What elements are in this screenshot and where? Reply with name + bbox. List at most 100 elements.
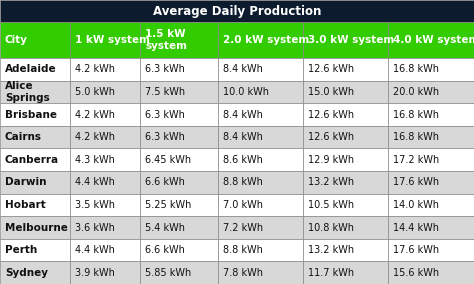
Text: 13.2 kWh: 13.2 kWh [308, 177, 354, 187]
Bar [140, 81, 218, 103]
Bar [218, 239, 303, 261]
Bar [303, 239, 388, 261]
Text: 3.0 kW system: 3.0 kW system [308, 35, 394, 45]
Bar [303, 149, 388, 171]
Bar [140, 216, 218, 239]
Text: 14.0 kWh: 14.0 kWh [393, 200, 439, 210]
Text: 16.8 kWh: 16.8 kWh [393, 64, 439, 74]
Text: 16.8 kWh: 16.8 kWh [393, 110, 439, 120]
Bar [388, 261, 474, 284]
Text: 5.85 kWh: 5.85 kWh [146, 268, 191, 278]
Bar [0, 103, 70, 126]
Text: 6.3 kWh: 6.3 kWh [146, 110, 185, 120]
Bar [218, 103, 303, 126]
Bar [0, 149, 70, 171]
Bar [303, 216, 388, 239]
Bar [388, 81, 474, 103]
Bar [218, 81, 303, 103]
Bar [70, 171, 140, 194]
Bar [303, 81, 388, 103]
Bar [0, 58, 70, 81]
Bar [140, 58, 218, 81]
Bar [70, 149, 140, 171]
Text: Canberra: Canberra [5, 155, 59, 165]
Text: 3.6 kWh: 3.6 kWh [75, 222, 115, 233]
Text: 10.5 kWh: 10.5 kWh [308, 200, 354, 210]
Text: 1 kW system: 1 kW system [75, 35, 150, 45]
Text: City: City [5, 35, 28, 45]
Text: Perth: Perth [5, 245, 37, 255]
Bar [303, 171, 388, 194]
Text: 17.6 kWh: 17.6 kWh [393, 177, 439, 187]
Text: 8.4 kWh: 8.4 kWh [223, 132, 263, 142]
Bar [70, 261, 140, 284]
Text: 6.45 kWh: 6.45 kWh [146, 155, 191, 165]
Text: 8.8 kWh: 8.8 kWh [223, 177, 263, 187]
Bar [303, 261, 388, 284]
Bar [0, 171, 70, 194]
Text: 6.6 kWh: 6.6 kWh [146, 245, 185, 255]
Text: 4.3 kWh: 4.3 kWh [75, 155, 115, 165]
Bar [218, 171, 303, 194]
Text: 5.0 kWh: 5.0 kWh [75, 87, 115, 97]
Bar [70, 239, 140, 261]
Bar [70, 194, 140, 216]
Bar [0, 194, 70, 216]
Bar [218, 216, 303, 239]
Bar [140, 239, 218, 261]
Bar [303, 126, 388, 149]
Text: 6.3 kWh: 6.3 kWh [146, 64, 185, 74]
Bar [0, 81, 70, 103]
Bar [0, 216, 70, 239]
Text: 3.9 kWh: 3.9 kWh [75, 268, 115, 278]
Bar [70, 81, 140, 103]
Bar [140, 194, 218, 216]
Text: 10.8 kWh: 10.8 kWh [308, 222, 354, 233]
Text: 5.25 kWh: 5.25 kWh [146, 200, 191, 210]
Bar [218, 261, 303, 284]
Bar [140, 126, 218, 149]
Bar [0, 239, 70, 261]
Bar [388, 149, 474, 171]
Bar [218, 22, 303, 58]
Text: Hobart: Hobart [5, 200, 46, 210]
Bar [70, 22, 140, 58]
Bar [218, 58, 303, 81]
Bar [388, 126, 474, 149]
Text: Cairns: Cairns [5, 132, 42, 142]
Bar [388, 103, 474, 126]
Text: 8.4 kWh: 8.4 kWh [223, 64, 263, 74]
Text: 4.0 kW system: 4.0 kW system [393, 35, 474, 45]
Text: 13.2 kWh: 13.2 kWh [308, 245, 354, 255]
Bar [388, 194, 474, 216]
Text: 4.2 kWh: 4.2 kWh [75, 64, 115, 74]
Text: 12.6 kWh: 12.6 kWh [308, 110, 354, 120]
Bar [303, 58, 388, 81]
Text: 4.2 kWh: 4.2 kWh [75, 110, 115, 120]
Text: 7.8 kWh: 7.8 kWh [223, 268, 263, 278]
Bar [388, 239, 474, 261]
Bar [140, 171, 218, 194]
Text: 7.5 kWh: 7.5 kWh [146, 87, 185, 97]
Text: 4.4 kWh: 4.4 kWh [75, 177, 115, 187]
Text: 1.5 kW
system: 1.5 kW system [146, 29, 187, 51]
Text: 6.6 kWh: 6.6 kWh [146, 177, 185, 187]
Bar [140, 22, 218, 58]
Text: Alice
Springs: Alice Springs [5, 81, 50, 103]
Text: 11.7 kWh: 11.7 kWh [308, 268, 354, 278]
Text: 17.6 kWh: 17.6 kWh [393, 245, 439, 255]
Text: 12.9 kWh: 12.9 kWh [308, 155, 354, 165]
Bar [218, 126, 303, 149]
Text: Sydney: Sydney [5, 268, 48, 278]
Bar [218, 149, 303, 171]
Text: Adelaide: Adelaide [5, 64, 56, 74]
Text: Brisbane: Brisbane [5, 110, 57, 120]
Text: 5.4 kWh: 5.4 kWh [146, 222, 185, 233]
Bar [303, 194, 388, 216]
Text: 8.6 kWh: 8.6 kWh [223, 155, 263, 165]
Bar [70, 126, 140, 149]
Text: 8.8 kWh: 8.8 kWh [223, 245, 263, 255]
Text: 6.3 kWh: 6.3 kWh [146, 132, 185, 142]
Text: 4.4 kWh: 4.4 kWh [75, 245, 115, 255]
Text: 12.6 kWh: 12.6 kWh [308, 132, 354, 142]
